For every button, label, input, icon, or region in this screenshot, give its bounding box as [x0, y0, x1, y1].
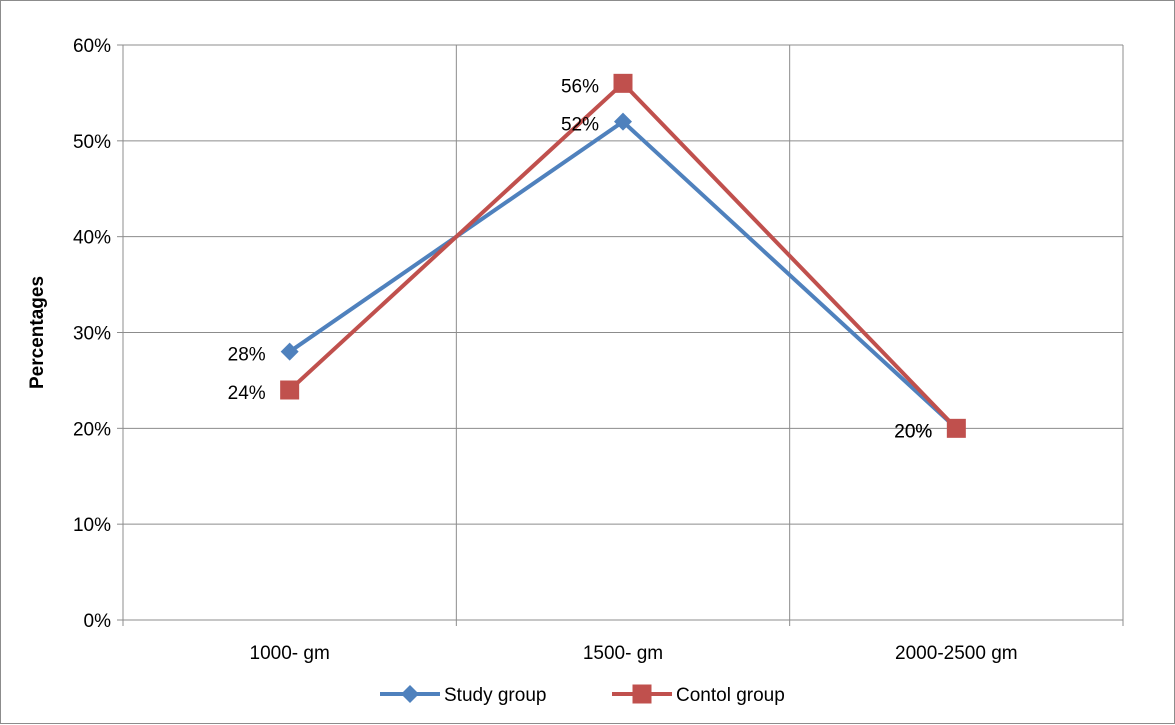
data-label: 20% — [894, 421, 932, 442]
x-tick-label: 1500- gm — [583, 643, 663, 664]
y-tick-label: 20% — [73, 419, 111, 440]
data-point-marker — [613, 73, 633, 93]
y-tick-label: 60% — [73, 36, 111, 57]
data-label: 24% — [228, 383, 266, 404]
legend-marker-1 — [401, 685, 419, 703]
y-tick-label: 50% — [73, 132, 111, 153]
series-line-1 — [288, 119, 958, 430]
data-point-marker — [946, 418, 966, 438]
data-label: 28% — [228, 345, 266, 366]
y-tick-label: 10% — [73, 515, 111, 536]
legend-label: Study group — [444, 685, 546, 706]
data-label: 20% — [894, 421, 932, 442]
x-tick-label: 2000-2500 gm — [895, 643, 1018, 664]
data-labels: 28%52%20%24%56%20% — [228, 76, 933, 442]
x-tick-label: 1000- gm — [250, 643, 330, 664]
legend-marker-2 — [632, 684, 652, 704]
legend-label: Contol group — [676, 685, 785, 706]
series-line-2 — [288, 81, 958, 430]
data-point-marker — [614, 112, 632, 131]
axes — [117, 44, 1124, 626]
y-tick-label: 0% — [84, 611, 112, 632]
x-tick-labels: 1000- gm 1500- gm 2000-2500 gm — [250, 643, 1018, 664]
y-tick-labels: 0% 10% 20% 30% 40% 50% 60% — [73, 36, 111, 632]
data-point-marker — [280, 380, 300, 400]
data-label: 52% — [561, 115, 599, 136]
data-point-marker — [280, 342, 299, 361]
y-axis-title: Percentages — [27, 276, 48, 389]
gridlines — [123, 44, 1124, 620]
data-label: 56% — [561, 76, 599, 97]
legend: Study group Contol group — [380, 684, 785, 706]
series-group — [280, 73, 966, 438]
y-tick-label: 30% — [73, 324, 111, 345]
y-tick-label: 40% — [73, 228, 111, 249]
